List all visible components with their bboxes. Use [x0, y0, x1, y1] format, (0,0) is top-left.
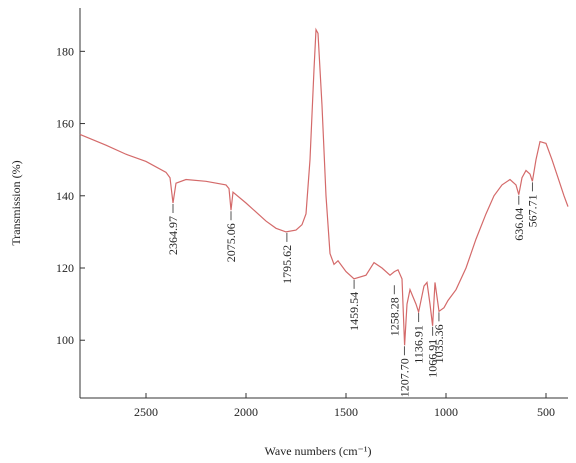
y-tick-label: 120 — [56, 261, 74, 275]
x-tick-label: 1500 — [334, 405, 358, 419]
annotation-label: 1795.62 — [280, 245, 294, 284]
annotation-label: 1459.54 — [347, 292, 361, 331]
x-tick-label: 500 — [537, 405, 555, 419]
annotation-label: 2364.97 — [166, 216, 180, 255]
annotation-label: 636.04 — [512, 208, 526, 241]
y-tick-label: 140 — [56, 189, 74, 203]
y-tick-label: 160 — [56, 117, 74, 131]
y-tick-label: 100 — [56, 333, 74, 347]
annotation-label: 2075.06 — [224, 223, 238, 262]
y-axis-label: Transmission (%) — [9, 160, 23, 245]
annotation-label: 567.71 — [525, 194, 539, 227]
annotation-label: 1066.91 — [426, 339, 440, 378]
x-axis-label: Wave numbers (cm⁻¹) — [265, 444, 372, 458]
annotation-label: 1258.28 — [387, 297, 401, 336]
annotation-label: 1136.91 — [412, 325, 426, 364]
y-tick-label: 180 — [56, 44, 74, 58]
x-tick-label: 2500 — [134, 405, 158, 419]
x-tick-label: 1000 — [434, 405, 458, 419]
spectrum-line — [79, 27, 569, 346]
annotation-label: 1207.70 — [397, 358, 411, 397]
annotation-label: 1035.36 — [432, 324, 446, 363]
x-tick-label: 2000 — [234, 405, 258, 419]
